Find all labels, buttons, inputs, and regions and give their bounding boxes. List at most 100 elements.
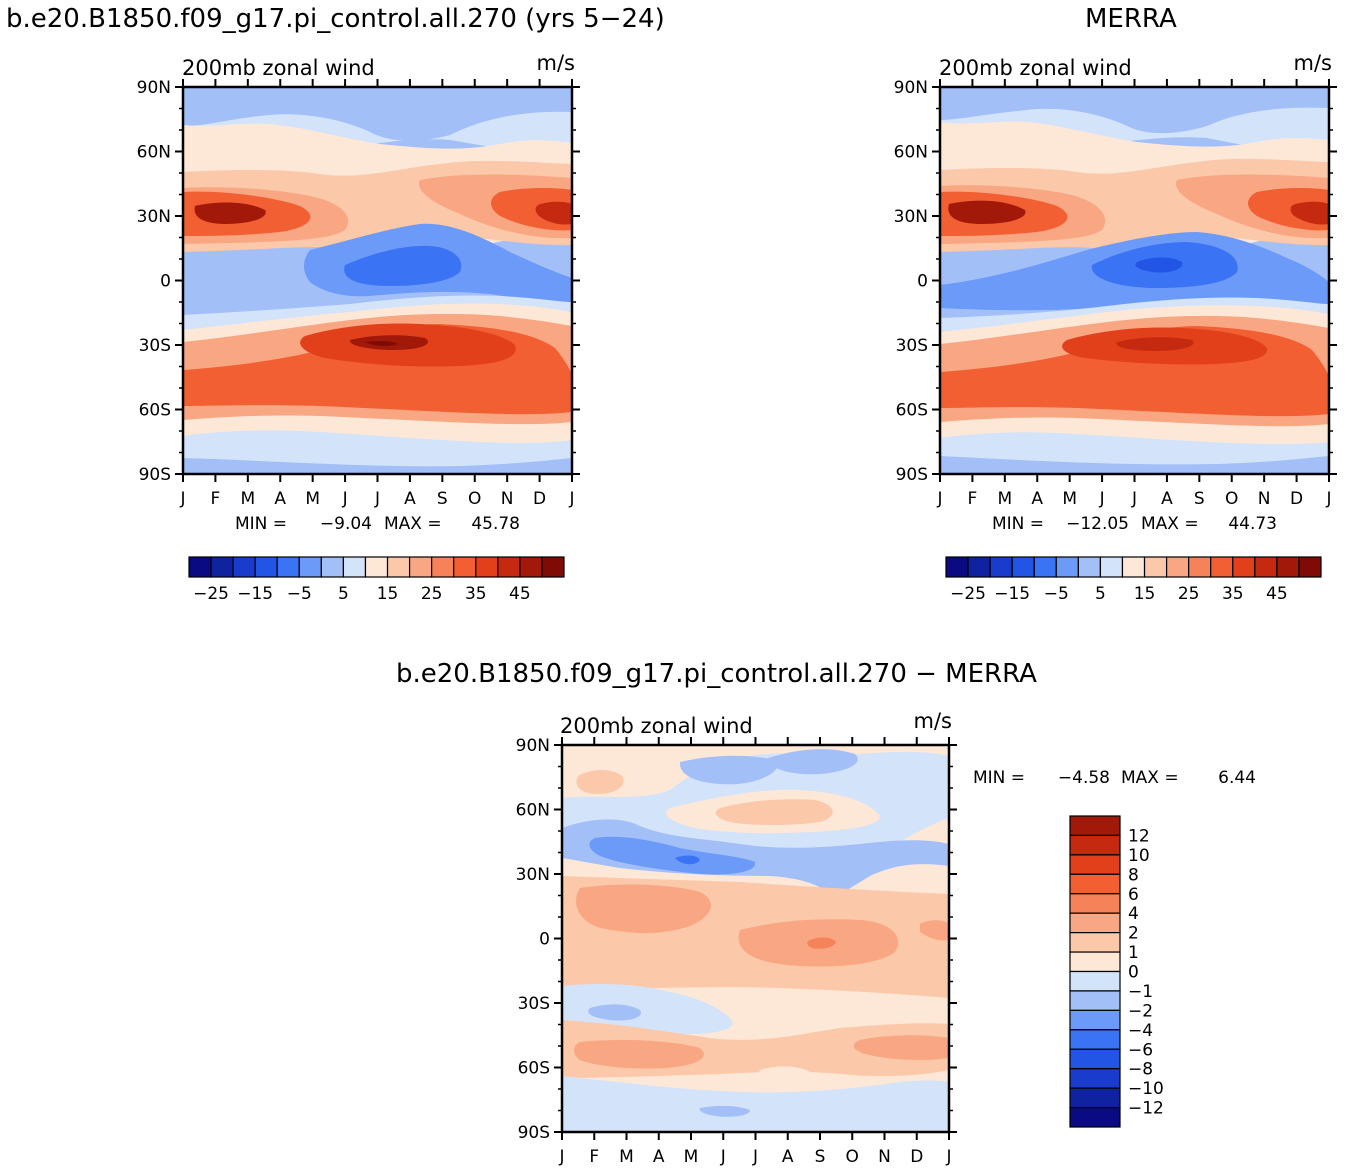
x-tick-label: D — [910, 1147, 923, 1167]
colorbar-label: 8 — [1128, 865, 1139, 885]
colorbar-swatch — [1069, 932, 1121, 953]
colorbar-swatch — [1210, 556, 1234, 578]
colorbar-label: −6 — [1128, 1040, 1153, 1060]
colorbar-swatch — [210, 556, 234, 578]
x-tick-label: S — [815, 1147, 826, 1167]
y-axis: 90N 60N 30N 0 30S 60S 90S — [516, 736, 957, 1143]
colorbar-swatch — [386, 556, 411, 578]
x-tick-label: O — [1225, 489, 1238, 509]
contour-nh-jet-east-45 — [535, 201, 572, 225]
colorbar-swatch — [1276, 556, 1300, 578]
x-tick-label: M — [619, 1147, 634, 1167]
y-tick-label: 60S — [139, 401, 171, 421]
colorbar-label: −12 — [1128, 1099, 1164, 1119]
colorbar-label: −15 — [994, 584, 1030, 604]
contour-field — [940, 87, 1329, 474]
colorbar-swatch — [1298, 556, 1322, 578]
colorbar-label: 45 — [1266, 584, 1288, 604]
y-tick-label: 90S — [139, 465, 171, 485]
colorbar-swatch — [475, 556, 499, 578]
y-tick-label: 90N — [516, 736, 550, 756]
y-tick-label: 30S — [518, 994, 550, 1014]
colorbar-swatch — [1055, 556, 1079, 578]
x-tick-label: A — [274, 489, 286, 509]
colorbar-swatch — [1069, 1048, 1121, 1070]
colorbar-label: −8 — [1128, 1060, 1153, 1080]
max-label: MAX = — [1121, 768, 1179, 788]
x-tick-label: O — [468, 489, 481, 509]
colorbar-swatch — [254, 556, 278, 578]
colorbar-swatch — [1069, 834, 1121, 856]
merra-zonal-wind-chart: 200mb zonal wind m/s 90N 60N 30N 0 30S 60S 90S… — [894, 51, 1337, 604]
x-tick-label: M — [1062, 489, 1077, 509]
colorbar-swatch — [1099, 556, 1124, 578]
colorbar-swatch — [967, 556, 991, 578]
y-tick-label: 30N — [894, 207, 928, 227]
contour-sh-polar-negative — [562, 1076, 949, 1132]
contour-sh-jet-max — [365, 340, 398, 347]
colorbar-label: −15 — [237, 584, 273, 604]
x-tick-label: A — [1161, 489, 1173, 509]
colorbar-label: −5 — [287, 584, 312, 604]
colorbar: −25 −15 −5 5 15 25 35 45 — [945, 556, 1322, 604]
colorbar-swatch — [519, 556, 543, 578]
x-tick-label: M — [684, 1147, 699, 1167]
difference-panel-title: b.e20.B1850.f09_g17.pi_control.all.270 −… — [396, 659, 1037, 689]
x-tick-label: M — [240, 489, 255, 509]
contour-tropical-positive-max — [807, 937, 836, 949]
colorbar-label: 15 — [377, 584, 399, 604]
contour-sh-polar-negative-2 — [699, 1105, 750, 1117]
colorbar-swatch — [320, 556, 345, 578]
colorbar-swatch — [188, 556, 212, 578]
colorbar-label: 2 — [1128, 924, 1139, 944]
max-value: 45.78 — [471, 514, 520, 534]
contour-nh-negative-2 — [679, 755, 778, 785]
x-tick-label: M — [305, 489, 320, 509]
colorbar-swatch — [276, 556, 300, 578]
x-tick-label: J — [374, 489, 380, 509]
colorbar-swatch — [1033, 556, 1057, 578]
y-axis: 90N 60N 30N 0 30S 60S 90S — [137, 78, 580, 485]
x-tick-label: J — [936, 489, 942, 509]
colorbar-swatch — [1069, 815, 1121, 837]
colorbar-label: −2 — [1128, 1001, 1153, 1021]
colorbar-swatch — [364, 556, 389, 578]
y-tick-label: 90N — [137, 78, 171, 98]
contour-tropical-positive-2 — [576, 884, 711, 933]
y-tick-label: 60N — [137, 143, 171, 163]
contour-nh-jet-east-45 — [1290, 201, 1329, 225]
x-tick-label: N — [1258, 489, 1271, 509]
x-tick-label: J — [752, 1147, 758, 1167]
y-tick-label: 0 — [539, 930, 550, 950]
colorbar-label: 1 — [1128, 943, 1139, 963]
y-tick-label: 30S — [139, 336, 171, 356]
y-tick-label: 90S — [896, 465, 928, 485]
contour-nh-jet-45 — [194, 202, 266, 224]
colorbar-label: 25 — [1178, 584, 1200, 604]
contour-nh-polar-positive — [576, 770, 624, 794]
x-tick-label: F — [211, 489, 221, 509]
colorbar-label: 35 — [1222, 584, 1244, 604]
y-tick-label: 0 — [917, 272, 928, 292]
colorbar-swatch — [1069, 1087, 1121, 1109]
min-value: −9.04 — [320, 514, 372, 534]
colorbar-swatch — [453, 556, 477, 578]
colorbar-swatch — [1069, 854, 1121, 875]
x-tick-label: N — [878, 1147, 891, 1167]
colorbar-swatch — [1069, 1106, 1121, 1128]
colorbar-swatch — [1011, 556, 1035, 578]
chart-subtitle: 200mb zonal wind — [560, 714, 753, 738]
contour-nh-subtropic-negative-2 — [562, 819, 949, 895]
colorbar-swatch — [945, 556, 969, 578]
y-axis: 90N 60N 30N 0 30S 60S 90S — [894, 78, 1337, 485]
chart-units: m/s — [1294, 51, 1332, 75]
colorbar-swatch — [1069, 893, 1121, 914]
y-tick-label: 60N — [894, 143, 928, 163]
colorbar-swatch — [1069, 951, 1121, 973]
x-tick-label: D — [1290, 489, 1303, 509]
x-tick-label: N — [501, 489, 514, 509]
contour-tropical-easterly-10 — [344, 245, 462, 286]
contour-arctic-easterly — [183, 87, 572, 141]
colorbar-label: −10 — [1128, 1079, 1164, 1099]
